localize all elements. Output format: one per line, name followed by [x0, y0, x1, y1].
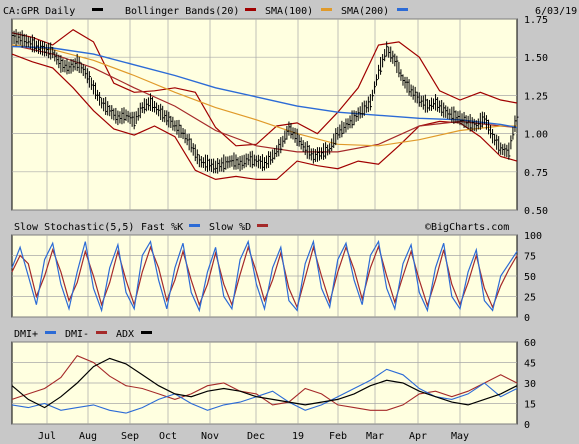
legend-sma200-swatch	[397, 8, 408, 11]
bollinger-lower-line	[11, 53, 518, 181]
fast-k-line	[11, 239, 518, 313]
x-month-label: Feb	[329, 431, 347, 442]
price-legend: CA:GPR Daily Bollinger Bands(20) SMA(100…	[3, 6, 577, 17]
dmi-legend: DMI+ DMI- ADX	[14, 329, 152, 340]
sma200-line	[11, 45, 518, 129]
stochastic-y-ticks: 100 75 50 25 0	[524, 231, 542, 324]
adx-line	[11, 357, 518, 409]
legend-sma200-label: SMA(200)	[341, 6, 389, 17]
legend-sma100-swatch	[321, 8, 332, 11]
y-tick-label: 45	[524, 359, 536, 370]
legend-adx-label: ADX	[116, 329, 134, 340]
y-tick-label: 15	[524, 400, 536, 411]
bigcharts-watermark: ©BigCharts.com	[425, 222, 509, 233]
legend-fastk-swatch	[189, 224, 200, 227]
x-month-label: 19	[292, 431, 304, 442]
x-axis-month-labels: Jul Aug Sep Oct Nov Dec 19 Feb Mar Apr May	[38, 431, 469, 442]
y-tick-label: 0	[524, 420, 530, 431]
stochastic-series	[11, 239, 518, 313]
y-tick-label: 1.25	[524, 91, 548, 102]
y-tick-label: 1.50	[524, 53, 548, 64]
stochastic-grid	[12, 234, 517, 318]
legend-adx-swatch	[141, 331, 152, 334]
y-tick-label: 0	[524, 313, 530, 324]
y-tick-label: 25	[524, 293, 536, 304]
legend-dmiminus-label: DMI-	[65, 329, 89, 340]
bollinger-upper-line	[11, 28, 518, 147]
legend-slowd-label: Slow %D	[209, 222, 251, 233]
chart-date: 6/03/19	[535, 6, 577, 17]
slow-d-line	[11, 244, 518, 310]
dmi-series	[11, 355, 518, 414]
legend-bollinger-swatch	[245, 8, 256, 11]
stochastic-legend: Slow Stochastic(5,5) Fast %K Slow %D ©Bi…	[14, 222, 509, 233]
x-month-label: Dec	[247, 431, 265, 442]
y-tick-label: 30	[524, 379, 536, 390]
stochastic-panel: 100 75 50 25 0 Slow Stochastic(5,5) Fast %K …	[11, 222, 542, 324]
sma200-orange-line	[11, 44, 517, 147]
x-month-label: Nov	[201, 431, 219, 442]
price-panel-series	[11, 28, 519, 181]
x-month-label: Apr	[409, 431, 427, 442]
price-y-ticks: 1.75 1.50 1.25 1.00 0.75 0.50	[524, 15, 548, 217]
y-tick-label: 1.00	[524, 130, 548, 141]
x-month-label: Aug	[79, 431, 97, 442]
x-month-label: May	[451, 431, 469, 442]
dmi-panel: 60 45 30 15 0 DMI+ DMI- ADX Jul Aug Sep Oct Nov D…	[11, 329, 536, 442]
y-tick-label: 60	[524, 338, 536, 349]
legend-ticker-swatch	[92, 8, 103, 11]
dmi-y-ticks: 60 45 30 15 0	[524, 338, 536, 431]
price-panel: 1.75 1.50 1.25 1.00 0.75 0.50 CA:GPR Daily Bo…	[3, 6, 577, 217]
price-panel-background	[11, 18, 518, 211]
price-panel-grid	[12, 18, 517, 211]
legend-dmiplus-label: DMI+	[14, 329, 38, 340]
y-tick-label: 75	[524, 252, 536, 263]
legend-fastk-label: Fast %K	[141, 222, 183, 233]
legend-dmiplus-swatch	[45, 331, 56, 334]
x-month-label: Oct	[159, 431, 177, 442]
y-tick-label: 0.50	[524, 206, 548, 217]
stochastic-title: Slow Stochastic(5,5)	[14, 222, 134, 233]
y-tick-label: 50	[524, 272, 536, 283]
legend-bollinger-label: Bollinger Bands(20)	[125, 6, 239, 17]
dmi-grid	[12, 341, 517, 425]
y-tick-label: 0.75	[524, 168, 548, 179]
y-tick-label: 1.75	[524, 15, 548, 26]
legend-ticker-label: CA:GPR Daily	[3, 6, 75, 17]
y-tick-label: 100	[524, 231, 542, 242]
legend-slowd-swatch	[257, 224, 268, 227]
x-month-label: Sep	[121, 431, 139, 442]
x-month-label: Jul	[38, 431, 56, 442]
x-month-label: Mar	[366, 431, 384, 442]
legend-sma100-label: SMA(100)	[265, 6, 313, 17]
legend-dmiminus-swatch	[96, 331, 107, 334]
